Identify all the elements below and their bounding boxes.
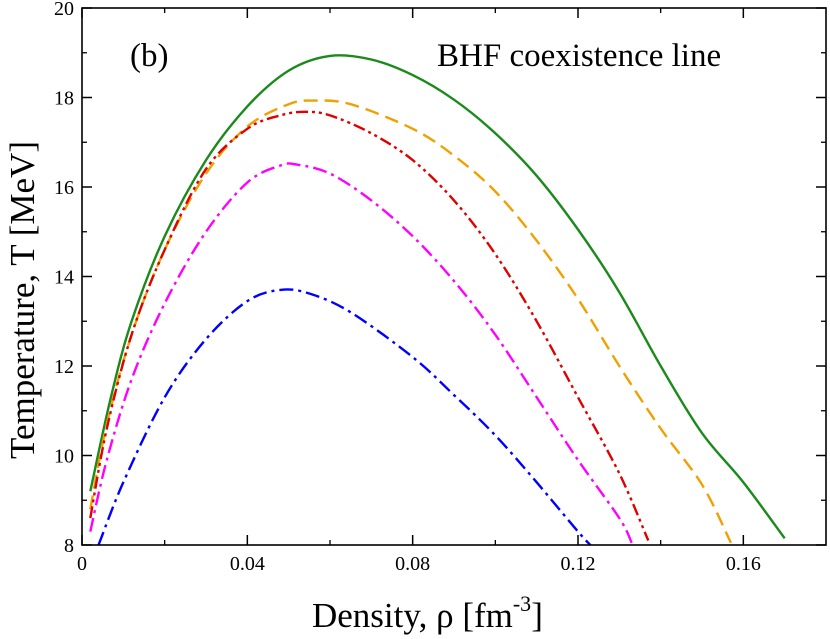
x-tick-label: 0.08 (395, 553, 430, 575)
series-line-solid-green (89, 54, 786, 540)
x-tick-label: 0.12 (561, 553, 596, 575)
y-tick-label: 14 (54, 267, 74, 289)
y-axis-title: Temperature, T [MeV] (3, 141, 42, 459)
y-tick-label: 12 (54, 356, 74, 378)
y-tick-label: 8 (64, 535, 74, 557)
x-tick-label: 0 (77, 553, 87, 575)
series-line-dash-dot-magenta (89, 162, 633, 544)
x-axis-title: Density, ρ [fm-3] (312, 591, 543, 635)
series-layer (89, 54, 786, 545)
y-tick-label: 18 (54, 88, 74, 110)
x-tick-label: 0.16 (726, 553, 761, 575)
x-tick-label: 0.04 (230, 553, 265, 575)
ticks-layer: 0 0.04 0.08 0.12 0.16 8 10 12 14 16 18 20 (54, 0, 826, 575)
series-line-dash-dot-dot-red (89, 110, 650, 541)
y-tick-label: 16 (54, 177, 74, 199)
x-axis-title-sup: -3 (513, 591, 531, 616)
chart-title: BHF coexistence line (437, 38, 721, 74)
y-tick-label: 10 (54, 446, 74, 468)
y-tick-label: 20 (54, 0, 74, 20)
plot-frame (81, 7, 827, 546)
x-axis-title-close: ] (531, 596, 543, 635)
x-axis-title-main: Density, ρ [fm (312, 596, 513, 635)
series-line-dash-dot-blue (97, 288, 592, 545)
panel-label: (b) (130, 38, 168, 74)
